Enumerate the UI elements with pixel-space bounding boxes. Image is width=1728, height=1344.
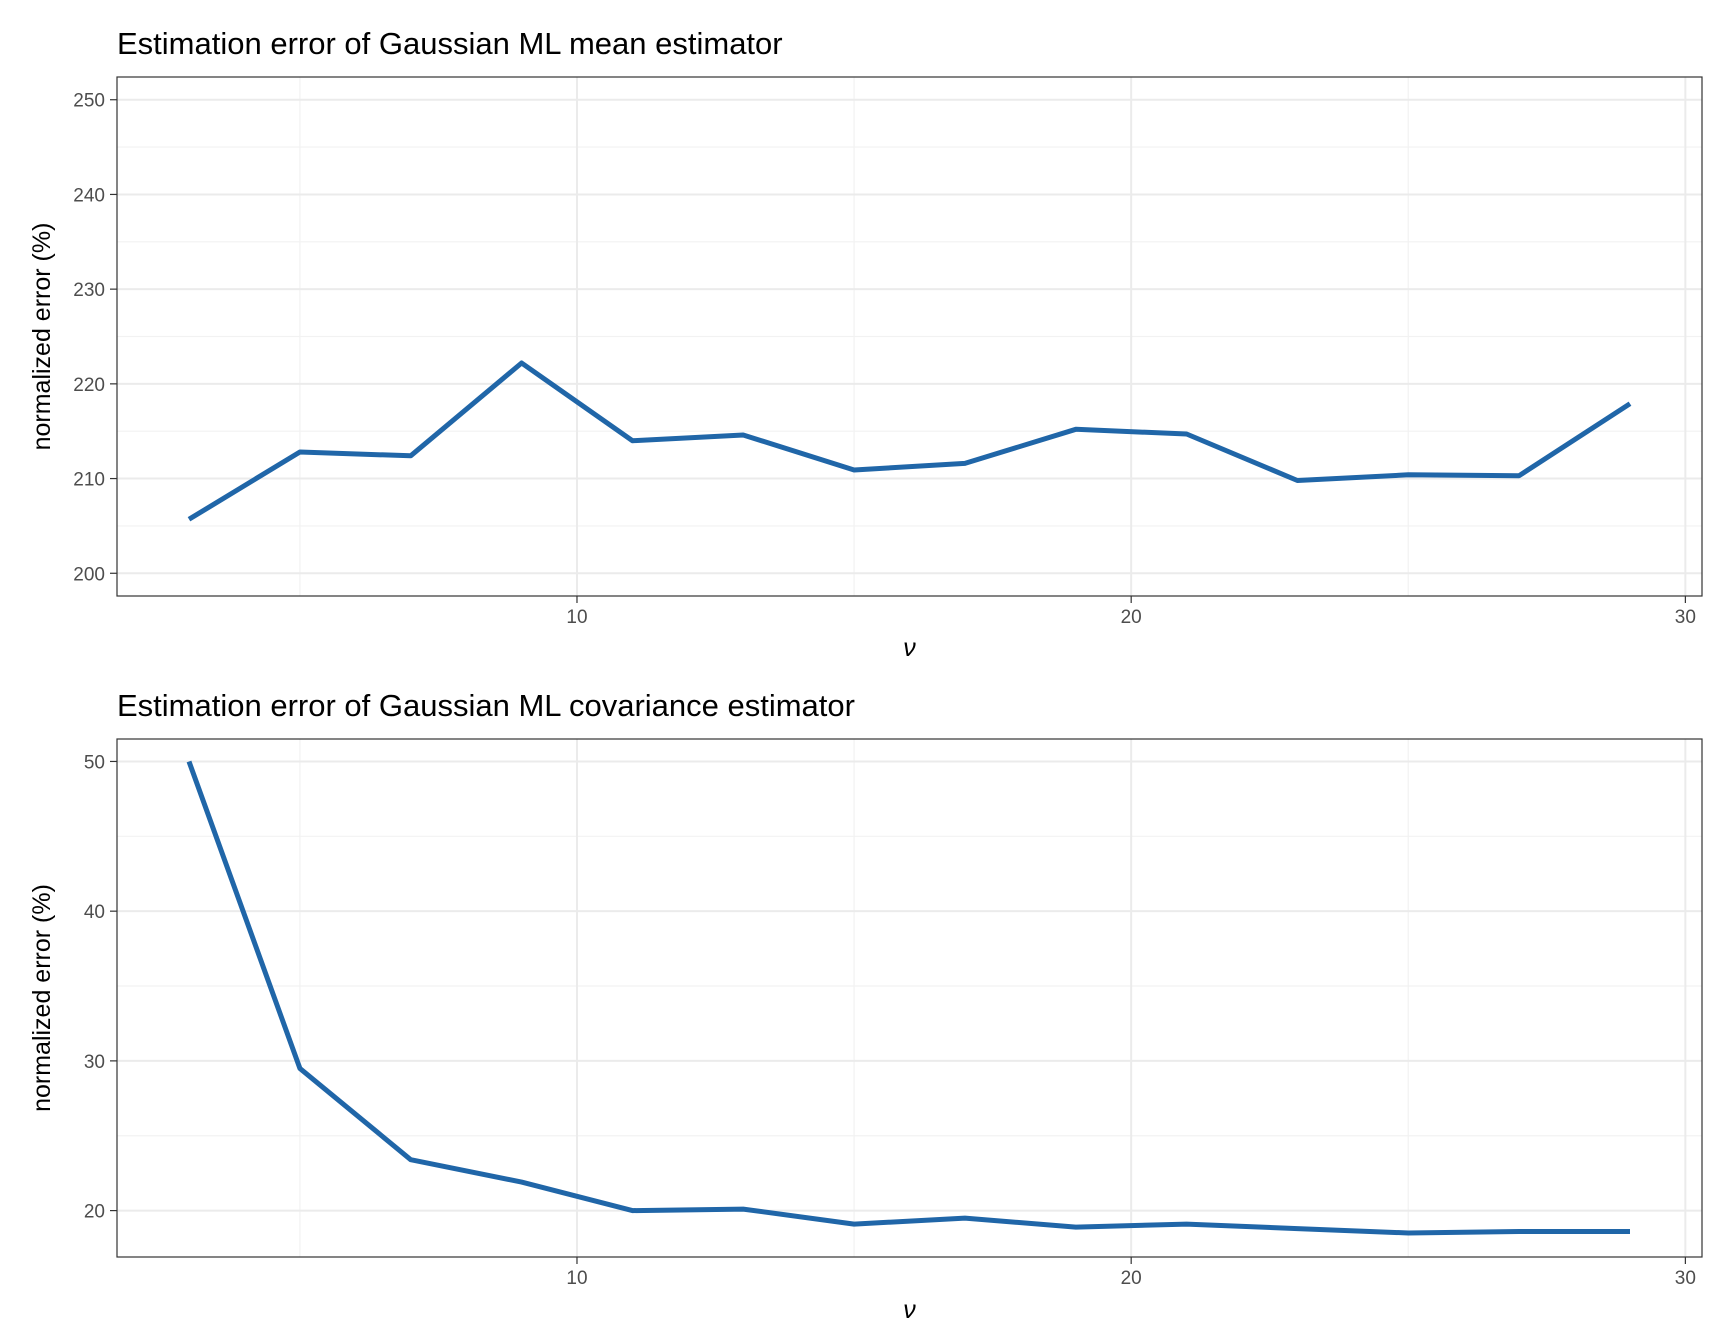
chart-title: Estimation error of Gaussian ML covarian… xyxy=(117,688,855,723)
y-tick-label: 40 xyxy=(84,902,105,923)
x-tick-label: 10 xyxy=(566,607,587,628)
y-tick-label: 230 xyxy=(73,280,105,301)
covariance-error-chart-panel: Estimation error of Gaussian ML covarian… xyxy=(28,688,1703,1324)
axis-ticks: 10 20 30 20 30 40 50 xyxy=(84,752,1696,1289)
y-tick-label: 250 xyxy=(73,91,105,112)
panel-border xyxy=(116,76,1703,597)
chart-title: Estimation error of Gaussian ML mean est… xyxy=(117,26,783,61)
series-line xyxy=(187,360,1632,522)
x-tick-label: 10 xyxy=(566,1268,587,1289)
y-tick-label: 20 xyxy=(84,1202,105,1223)
x-axis-label: ν xyxy=(903,1296,916,1324)
gridlines xyxy=(117,739,1702,1257)
y-tick-label: 210 xyxy=(73,470,105,491)
y-axis-label: normalized error (%) xyxy=(28,223,56,451)
x-tick-label: 20 xyxy=(1121,607,1142,628)
y-tick-label: 200 xyxy=(73,564,105,585)
axis-ticks: 10 20 30 200 210 220 230 240 250 xyxy=(73,91,1696,628)
x-tick-label: 30 xyxy=(1675,607,1696,628)
y-tick-label: 240 xyxy=(73,185,105,206)
y-axis-label: normalized error (%) xyxy=(28,884,56,1112)
y-tick-label: 30 xyxy=(84,1052,105,1073)
gridlines xyxy=(117,77,1702,596)
series-marks xyxy=(186,760,1630,1236)
plot-area xyxy=(117,739,1702,1257)
y-tick-label: 220 xyxy=(73,375,105,396)
series-marks xyxy=(187,360,1632,522)
mean-error-chart-panel: Estimation error of Gaussian ML mean est… xyxy=(28,26,1703,662)
series-line xyxy=(186,760,1630,1236)
x-axis-label: ν xyxy=(903,634,916,662)
panel-border xyxy=(116,738,1703,1258)
y-tick-label: 50 xyxy=(84,752,105,773)
x-tick-label: 20 xyxy=(1121,1268,1142,1289)
x-tick-label: 30 xyxy=(1675,1268,1696,1289)
